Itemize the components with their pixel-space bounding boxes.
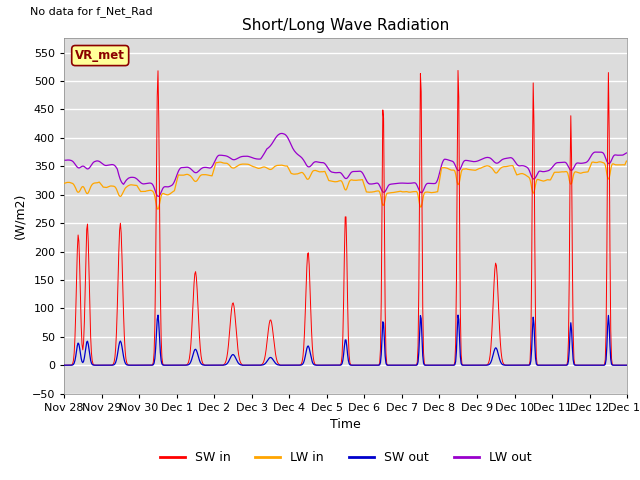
Y-axis label: (W/m2): (W/m2) [13,193,26,239]
X-axis label: Time: Time [330,418,361,431]
Legend: SW in, LW in, SW out, LW out: SW in, LW in, SW out, LW out [155,446,536,469]
Text: No data for f_Net_Rad: No data for f_Net_Rad [30,6,153,17]
Text: VR_met: VR_met [76,49,125,62]
Title: Short/Long Wave Radiation: Short/Long Wave Radiation [242,18,449,33]
